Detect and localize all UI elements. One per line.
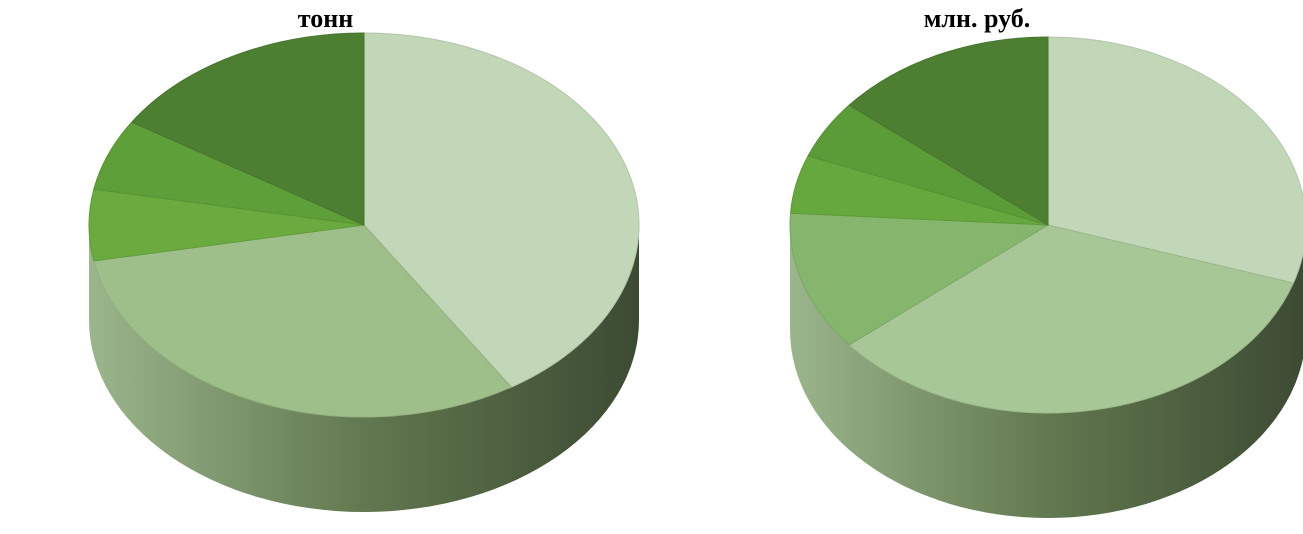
chart-title: млн. руб.: [923, 4, 1031, 33]
pie-rim: [89, 225, 639, 512]
pie-chart-tonnes: [88, 32, 640, 512]
pie-slice-5: [130, 32, 365, 226]
chart-tonnes: тонн: [0, 0, 651, 534]
chart-mln-rub: млн. руб.: [651, 0, 1303, 534]
chart-title: тонн: [297, 4, 354, 33]
pie-slice-2: [848, 224, 1295, 414]
pie-slice-1: [1047, 36, 1303, 284]
pie-slice-6: [848, 36, 1049, 226]
pie-slice-2: [93, 224, 513, 418]
pie-slice-1: [363, 32, 640, 388]
pie-rim: [790, 225, 1303, 518]
pie-chart-mln-rub: [789, 36, 1303, 518]
pie-slice-3: [789, 212, 1050, 346]
